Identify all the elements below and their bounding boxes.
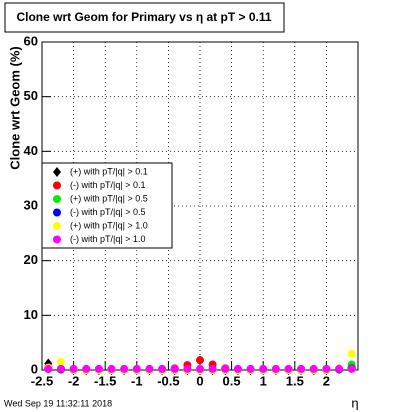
- y-tick-label: 60: [24, 33, 38, 48]
- marker: [69, 364, 78, 373]
- x-tick-label: 0.5: [223, 373, 241, 388]
- marker: [94, 364, 103, 373]
- x-tick-label: -1: [131, 373, 143, 388]
- y-tick-label: 0: [31, 361, 38, 376]
- marker: [221, 364, 230, 373]
- y-tick-label: 20: [24, 252, 38, 267]
- marker: [196, 356, 204, 365]
- marker: [322, 364, 331, 373]
- footer-date: Wed Sep 19 11:32:11 2018: [4, 398, 112, 408]
- marker: [145, 364, 154, 373]
- marker: [309, 364, 318, 373]
- marker: [208, 364, 217, 373]
- x-tick-label: 1.5: [286, 373, 304, 388]
- legend-marker: [53, 235, 61, 244]
- marker: [196, 364, 204, 373]
- marker: [347, 349, 356, 358]
- marker: [347, 364, 356, 373]
- x-tick-label: -0.5: [157, 373, 179, 388]
- marker: [56, 364, 65, 373]
- legend-label: (+) with pT/|q| > 0.1: [70, 166, 148, 176]
- y-tick-label: 30: [24, 197, 38, 212]
- legend-label: (+) with pT/|q| > 1.0: [70, 220, 148, 230]
- x-tick-label: 1: [260, 373, 267, 388]
- legend-marker: [53, 195, 61, 203]
- y-axis-label: Clone wrt Geom (%): [7, 46, 22, 170]
- legend-label: (-) with pT/|q| > 0.1: [70, 180, 145, 190]
- marker: [246, 364, 255, 373]
- y-tick-label: 50: [24, 88, 38, 103]
- marker: [82, 364, 91, 373]
- y-tick-label: 10: [24, 307, 38, 322]
- legend-marker: [53, 181, 61, 190]
- legend-marker: [53, 222, 61, 230]
- x-tick-label: -1.5: [94, 373, 116, 388]
- marker: [183, 364, 192, 373]
- y-tick-label: 40: [24, 143, 38, 158]
- marker: [233, 364, 242, 373]
- marker: [107, 364, 116, 373]
- x-tick-label: -2: [68, 373, 80, 388]
- x-axis-label: η: [351, 395, 358, 410]
- marker: [170, 364, 179, 373]
- marker: [120, 364, 129, 373]
- legend-marker: [53, 208, 61, 217]
- marker: [44, 364, 53, 373]
- legend-box: [41, 162, 173, 249]
- marker: [132, 364, 141, 373]
- marker: [271, 364, 280, 373]
- legend-label: (-) with pT/|q| > 1.0: [70, 234, 145, 244]
- marker: [56, 357, 65, 366]
- chart-title: Clone wrt Geom for Primary vs η at pT > …: [16, 10, 271, 24]
- legend-marker: [53, 167, 61, 177]
- legend-label: (+) with pT/|q| > 0.5: [70, 193, 148, 203]
- marker: [259, 364, 268, 373]
- marker: [284, 364, 293, 373]
- marker: [297, 364, 306, 373]
- legend-label: (-) with pT/|q| > 0.5: [70, 207, 145, 217]
- x-tick-label: 0: [196, 373, 203, 388]
- marker: [335, 364, 344, 373]
- title-box: [4, 2, 285, 33]
- marker: [158, 364, 167, 373]
- x-tick-label: 2: [323, 373, 330, 388]
- x-tick-label: -2.5: [31, 373, 53, 388]
